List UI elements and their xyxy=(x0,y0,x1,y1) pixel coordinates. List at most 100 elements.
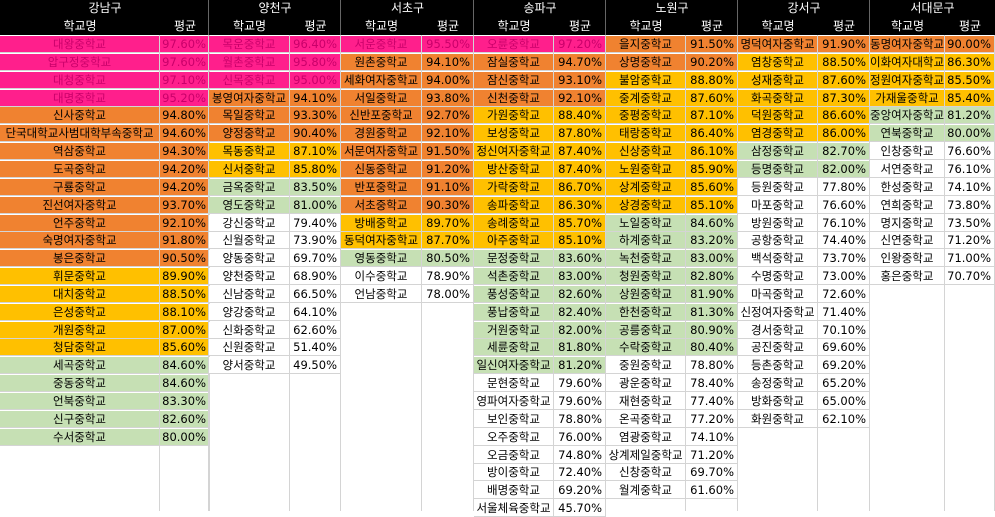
school-name-cell[interactable]: 불암중학교 xyxy=(606,71,686,89)
average-cell[interactable]: 97.10% xyxy=(160,71,210,89)
school-name-cell[interactable]: 명덕여자중학교 xyxy=(738,36,818,53)
average-cell[interactable]: 79.60% xyxy=(554,393,606,410)
school-name-cell[interactable]: 방화중학교 xyxy=(738,393,818,410)
school-name-cell[interactable]: 오륜중학교 xyxy=(474,36,554,53)
average-cell[interactable]: 80.40% xyxy=(686,339,738,357)
school-name-cell[interactable]: 마포중학교 xyxy=(738,196,818,214)
school-name-cell[interactable]: 재현중학교 xyxy=(606,393,686,410)
average-cell[interactable]: 93.10% xyxy=(554,71,606,89)
school-name-cell[interactable]: 거원중학교 xyxy=(474,321,554,339)
average-cell[interactable]: 87.60% xyxy=(818,71,870,89)
average-cell[interactable]: 87.10% xyxy=(290,143,341,161)
school-name-cell[interactable]: 목동중학교 xyxy=(209,143,290,161)
average-cell[interactable]: 82.00% xyxy=(818,160,870,178)
average-cell[interactable]: 74.40% xyxy=(818,232,870,250)
school-name-cell[interactable]: 상원중학교 xyxy=(606,285,686,303)
school-name-cell[interactable]: 경원중학교 xyxy=(341,125,422,143)
school-name-cell[interactable]: 노일중학교 xyxy=(606,214,686,232)
school-name-cell[interactable]: 을지중학교 xyxy=(606,36,686,53)
school-name-cell[interactable]: 양천중학교 xyxy=(209,268,290,286)
school-name-cell[interactable]: 서연중학교 xyxy=(870,160,945,178)
school-name-cell[interactable]: 금옥중학교 xyxy=(209,178,290,196)
school-name-cell[interactable]: 풍납중학교 xyxy=(474,303,554,321)
average-cell[interactable]: 85.40% xyxy=(945,89,995,107)
average-cell[interactable]: 83.00% xyxy=(554,268,606,286)
school-name-cell[interactable]: 세화여자중학교 xyxy=(341,71,422,89)
school-name-cell[interactable]: 오금중학교 xyxy=(474,446,554,464)
school-name-cell[interactable]: 서울체육중학교 xyxy=(474,500,554,517)
average-cell[interactable]: 93.70% xyxy=(160,196,210,214)
average-cell[interactable]: 49.50% xyxy=(290,357,341,375)
average-cell[interactable]: 79.40% xyxy=(290,214,341,232)
school-name-cell[interactable]: 신창중학교 xyxy=(606,464,686,482)
average-cell[interactable]: 89.90% xyxy=(160,268,210,286)
school-name-cell[interactable]: 양정중학교 xyxy=(209,125,290,143)
school-name-cell[interactable]: 양강중학교 xyxy=(209,303,290,321)
average-cell[interactable]: 69.70% xyxy=(686,464,738,482)
average-cell[interactable]: 87.40% xyxy=(554,160,606,178)
school-name-cell[interactable]: 서문여자중학교 xyxy=(341,143,422,161)
school-name-cell[interactable]: 신상중학교 xyxy=(606,143,686,161)
average-cell[interactable]: 76.00% xyxy=(554,428,606,446)
average-cell[interactable]: 85.80% xyxy=(290,160,341,178)
school-name-cell[interactable]: 방산중학교 xyxy=(474,160,554,178)
average-cell[interactable]: 71.40% xyxy=(818,303,870,321)
average-cell[interactable]: 86.40% xyxy=(686,125,738,143)
average-cell[interactable]: 97.20% xyxy=(554,36,606,53)
average-cell[interactable]: 94.30% xyxy=(160,143,210,161)
school-name-cell[interactable]: 신연중학교 xyxy=(870,232,945,250)
school-name-cell[interactable]: 서일중학교 xyxy=(341,89,422,107)
average-cell[interactable]: 71.20% xyxy=(945,232,995,250)
average-cell[interactable]: 81.20% xyxy=(554,357,606,375)
average-cell[interactable]: 94.20% xyxy=(160,178,210,196)
school-name-cell[interactable]: 하계중학교 xyxy=(606,232,686,250)
school-name-cell[interactable]: 언남중학교 xyxy=(341,285,422,303)
average-cell[interactable]: 87.80% xyxy=(554,125,606,143)
school-name-cell[interactable]: 영파여자중학교 xyxy=(474,393,554,410)
school-name-cell[interactable]: 신사중학교 xyxy=(0,107,160,125)
school-name-cell[interactable]: 신동중학교 xyxy=(341,160,422,178)
average-cell[interactable]: 69.20% xyxy=(554,482,606,500)
average-cell[interactable]: 88.50% xyxy=(818,53,870,71)
school-name-cell[interactable]: 공릉중학교 xyxy=(606,321,686,339)
average-cell[interactable]: 73.50% xyxy=(945,214,995,232)
average-cell[interactable]: 92.10% xyxy=(160,214,210,232)
school-name-cell[interactable]: 월촌중학교 xyxy=(209,53,290,71)
average-cell[interactable]: 87.10% xyxy=(686,107,738,125)
school-name-cell[interactable]: 신서중학교 xyxy=(209,160,290,178)
average-cell[interactable]: 86.70% xyxy=(554,178,606,196)
school-name-cell[interactable]: 구룡중학교 xyxy=(0,178,160,196)
average-cell[interactable]: 80.00% xyxy=(160,428,210,446)
school-name-cell[interactable]: 연희중학교 xyxy=(870,196,945,214)
average-cell[interactable]: 71.00% xyxy=(945,250,995,268)
school-name-cell[interactable]: 정원여자중학교 xyxy=(870,71,945,89)
school-name-cell[interactable]: 송정중학교 xyxy=(738,375,818,393)
average-cell[interactable]: 45.70% xyxy=(554,500,606,517)
school-name-cell[interactable]: 영동중학교 xyxy=(341,250,422,268)
school-name-cell[interactable]: 방이중학교 xyxy=(474,464,554,482)
school-name-cell[interactable]: 염경중학교 xyxy=(738,125,818,143)
average-cell[interactable]: 70.10% xyxy=(818,321,870,339)
average-cell[interactable]: 93.30% xyxy=(290,107,341,125)
school-name-cell[interactable]: 노원중학교 xyxy=(606,160,686,178)
average-cell[interactable]: 82.60% xyxy=(554,285,606,303)
average-cell[interactable]: 87.70% xyxy=(422,232,474,250)
average-cell[interactable]: 78.00% xyxy=(422,285,474,303)
school-name-cell[interactable]: 잠실중학교 xyxy=(474,53,554,71)
average-cell[interactable]: 80.00% xyxy=(945,125,995,143)
school-name-cell[interactable]: 중동중학교 xyxy=(0,375,160,393)
average-cell[interactable]: 87.40% xyxy=(554,143,606,161)
school-name-cell[interactable]: 태랑중학교 xyxy=(606,125,686,143)
school-name-cell[interactable]: 배명중학교 xyxy=(474,482,554,500)
school-name-cell[interactable]: 송파중학교 xyxy=(474,196,554,214)
average-cell[interactable]: 85.50% xyxy=(945,71,995,89)
average-cell[interactable]: 69.20% xyxy=(818,357,870,375)
average-cell[interactable]: 66.50% xyxy=(290,285,341,303)
school-name-cell[interactable]: 화원중학교 xyxy=(738,410,818,428)
school-name-cell[interactable]: 대청중학교 xyxy=(0,71,160,89)
average-cell[interactable]: 88.40% xyxy=(554,107,606,125)
average-cell[interactable]: 91.90% xyxy=(818,36,870,53)
school-name-cell[interactable]: 신천중학교 xyxy=(474,89,554,107)
school-name-cell[interactable]: 마곡중학교 xyxy=(738,285,818,303)
school-name-cell[interactable]: 한천중학교 xyxy=(606,303,686,321)
